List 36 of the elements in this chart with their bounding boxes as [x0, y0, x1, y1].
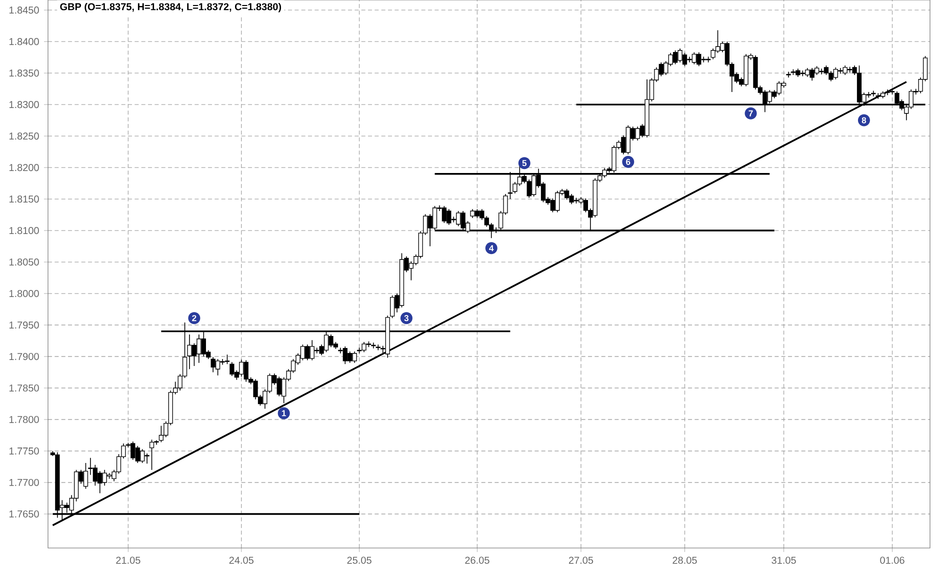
candlestick [158, 425, 164, 443]
y-tick-label: 1.8050 [9, 258, 39, 266]
y-tick-label: 1.7950 [9, 321, 39, 329]
y-tick-label: 1.8250 [9, 132, 39, 140]
y-tick-label: 1.8000 [9, 290, 39, 298]
annotation: 7 [748, 110, 753, 116]
y-tick-label: 1.8200 [9, 164, 39, 172]
x-tick-label: 28.05 [672, 556, 697, 564]
x-tick-label: 25.05 [347, 556, 372, 564]
x-tick-label: 24.05 [229, 556, 254, 564]
x-tick-label: 31.05 [772, 556, 796, 564]
x-tick-label: 27.05 [568, 556, 594, 564]
annotation: 4 [489, 245, 494, 252]
annotation: 5 [522, 160, 527, 166]
annotation: 3 [404, 315, 409, 322]
y-tick-label: 1.7750 [9, 447, 39, 455]
y-tick-label: 1.8100 [9, 227, 39, 234]
y-tick-label: 1.8450 [9, 6, 39, 14]
y-tick-label: 1.8150 [9, 196, 39, 203]
annotation: 6 [626, 158, 630, 165]
annotation: 1 [282, 410, 286, 416]
y-tick-label: 1.7800 [9, 416, 39, 424]
y-tick-label: 1.7650 [9, 510, 39, 518]
annotation: 8 [862, 117, 866, 124]
x-tick-label: 21.05 [116, 556, 140, 564]
y-tick-label: 1.7900 [9, 352, 39, 360]
x-tick-label: 26.05 [465, 556, 490, 564]
y-tick-label: 1.7850 [9, 384, 39, 392]
y-tick-label: 1.8350 [9, 70, 39, 77]
annotation: 2 [192, 315, 196, 322]
x-tick-label: 01.06 [880, 556, 904, 564]
y-tick-label: 1.7700 [9, 478, 39, 486]
y-tick-label: 1.8400 [9, 38, 39, 46]
chart-title: GBP (O=1.8375, H=1.8384, L=1.8372, C=1.8380) [60, 2, 282, 12]
y-tick-label: 1.8300 [9, 101, 39, 108]
candlestick [371, 342, 376, 349]
